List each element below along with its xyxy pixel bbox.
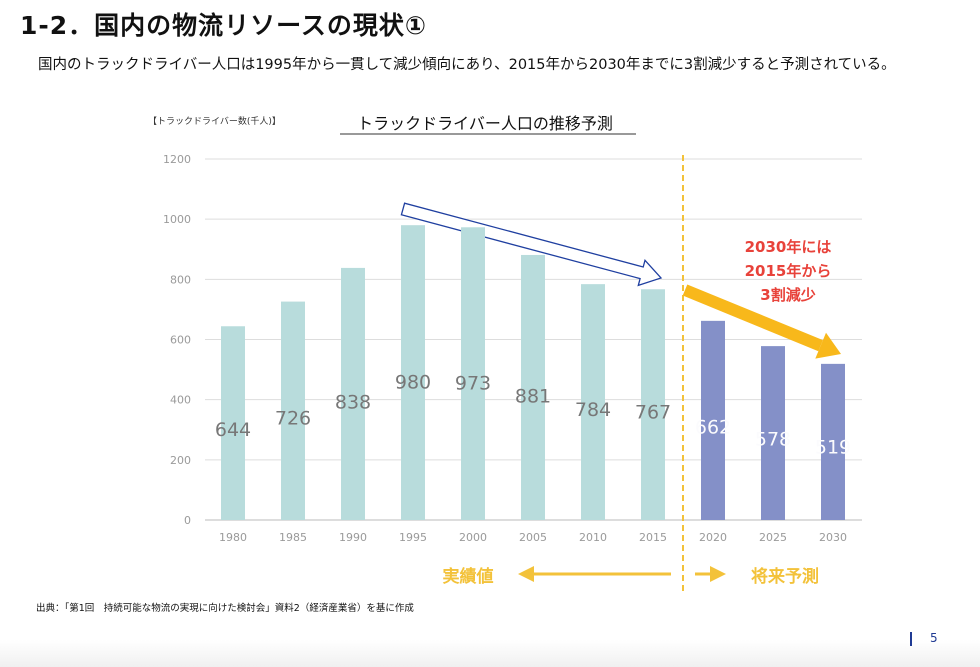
y-axis-title: 【トラックドライバー数(千人)】	[148, 115, 281, 127]
actual-period-arrowhead	[518, 566, 534, 582]
y-tick-label: 200	[170, 454, 191, 467]
x-tick-label: 2005	[519, 531, 547, 544]
x-tick-label: 2000	[459, 531, 487, 544]
footer-bar	[0, 640, 980, 667]
bar	[401, 225, 425, 520]
data-label: 726	[275, 407, 311, 429]
data-label: 519	[815, 437, 851, 459]
slide-title: 1-2．国内の物流リソースの現状①	[20, 11, 428, 40]
annotation-line-1: 2030年には	[745, 238, 832, 256]
source-note: 出典：「第1回 持続可能な物流の実現に向けた検討会」資料2（経済産業省）を基に作…	[36, 602, 414, 614]
forecast-decline-arrowhead	[815, 332, 841, 359]
bar	[281, 301, 305, 520]
y-tick-label: 1000	[163, 213, 191, 226]
data-label: 662	[695, 416, 731, 438]
bar	[341, 267, 365, 520]
y-tick-label: 400	[170, 394, 191, 407]
y-tick-label: 0	[184, 514, 191, 527]
page-number-separator	[910, 632, 912, 646]
x-tick-label: 1985	[279, 531, 307, 544]
y-tick-label: 1200	[163, 153, 191, 166]
annotation-line-3: 3割減少	[760, 286, 815, 304]
actual-period-label: 実績値	[443, 566, 494, 587]
x-tick-label: 2030	[819, 531, 847, 544]
data-label: 980	[395, 371, 431, 393]
x-tick-label: 2010	[579, 531, 607, 544]
data-label: 881	[515, 385, 551, 407]
bar	[701, 320, 725, 520]
data-label: 973	[455, 372, 491, 394]
decline-trend-arrow	[400, 202, 663, 287]
bar	[521, 254, 545, 521]
x-tick-label: 2015	[639, 531, 667, 544]
bar	[821, 363, 845, 520]
x-tick-label: 1990	[339, 531, 367, 544]
x-tick-label: 2025	[759, 531, 787, 544]
page-number: 5	[930, 631, 938, 645]
slide-subtitle: 国内のトラックドライバー人口は1995年から一貫して減少傾向にあり、2015年か…	[38, 57, 896, 73]
x-tick-label: 1980	[219, 531, 247, 544]
bar	[221, 326, 245, 520]
bar	[641, 289, 665, 520]
forecast-period-arrowhead	[710, 566, 726, 582]
chart-title: トラックドライバー人口の推移予測	[357, 114, 613, 133]
data-label: 838	[335, 392, 371, 414]
x-tick-label: 2020	[699, 531, 727, 544]
data-label: 767	[635, 402, 671, 424]
forecast-period-label: 将来予測	[751, 566, 819, 587]
y-tick-label: 600	[170, 334, 191, 347]
data-label: 578	[755, 428, 791, 450]
annotation-line-2: 2015年から	[745, 262, 832, 280]
forecast-decline-arrow	[682, 284, 823, 352]
x-tick-label: 1995	[399, 531, 427, 544]
bar	[761, 346, 785, 520]
data-label: 784	[575, 399, 611, 421]
bar	[581, 284, 605, 520]
bar	[461, 227, 485, 520]
data-label: 644	[215, 419, 251, 441]
y-tick-label: 800	[170, 273, 191, 286]
